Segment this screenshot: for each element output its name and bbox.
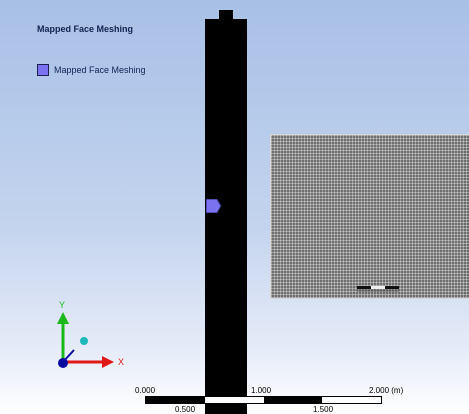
scale-seg-2 — [205, 397, 264, 403]
axis-y-label: Y — [59, 300, 65, 310]
legend-swatch — [37, 64, 49, 76]
legend-label: Mapped Face Meshing — [54, 65, 146, 75]
scale-seg-1 — [146, 397, 205, 403]
inset-scale-bar-icon — [357, 286, 399, 292]
axis-x-label: X — [118, 357, 124, 367]
viewport-title: Mapped Face Meshing — [37, 24, 134, 34]
scale-bar — [145, 396, 382, 404]
axis-triad-icon[interactable]: Y X — [46, 294, 136, 374]
scale-label-0: 0.000 — [135, 386, 156, 395]
geometry-column-mesh[interactable] — [205, 19, 247, 414]
scale-label-05: 0.500 — [175, 405, 196, 414]
geometry-column-cap[interactable] — [219, 10, 233, 20]
mapped-face-marker-icon — [206, 199, 222, 213]
scale-label-2: 2.000 (m) — [369, 386, 404, 395]
mesh-detail-view[interactable] — [270, 134, 469, 299]
scale-seg-4 — [322, 397, 381, 403]
scale-label-15: 1.500 — [313, 405, 334, 414]
scale-label-1: 1.000 — [251, 386, 272, 395]
legend: Mapped Face Meshing — [37, 64, 146, 76]
scale-seg-3 — [263, 397, 323, 403]
